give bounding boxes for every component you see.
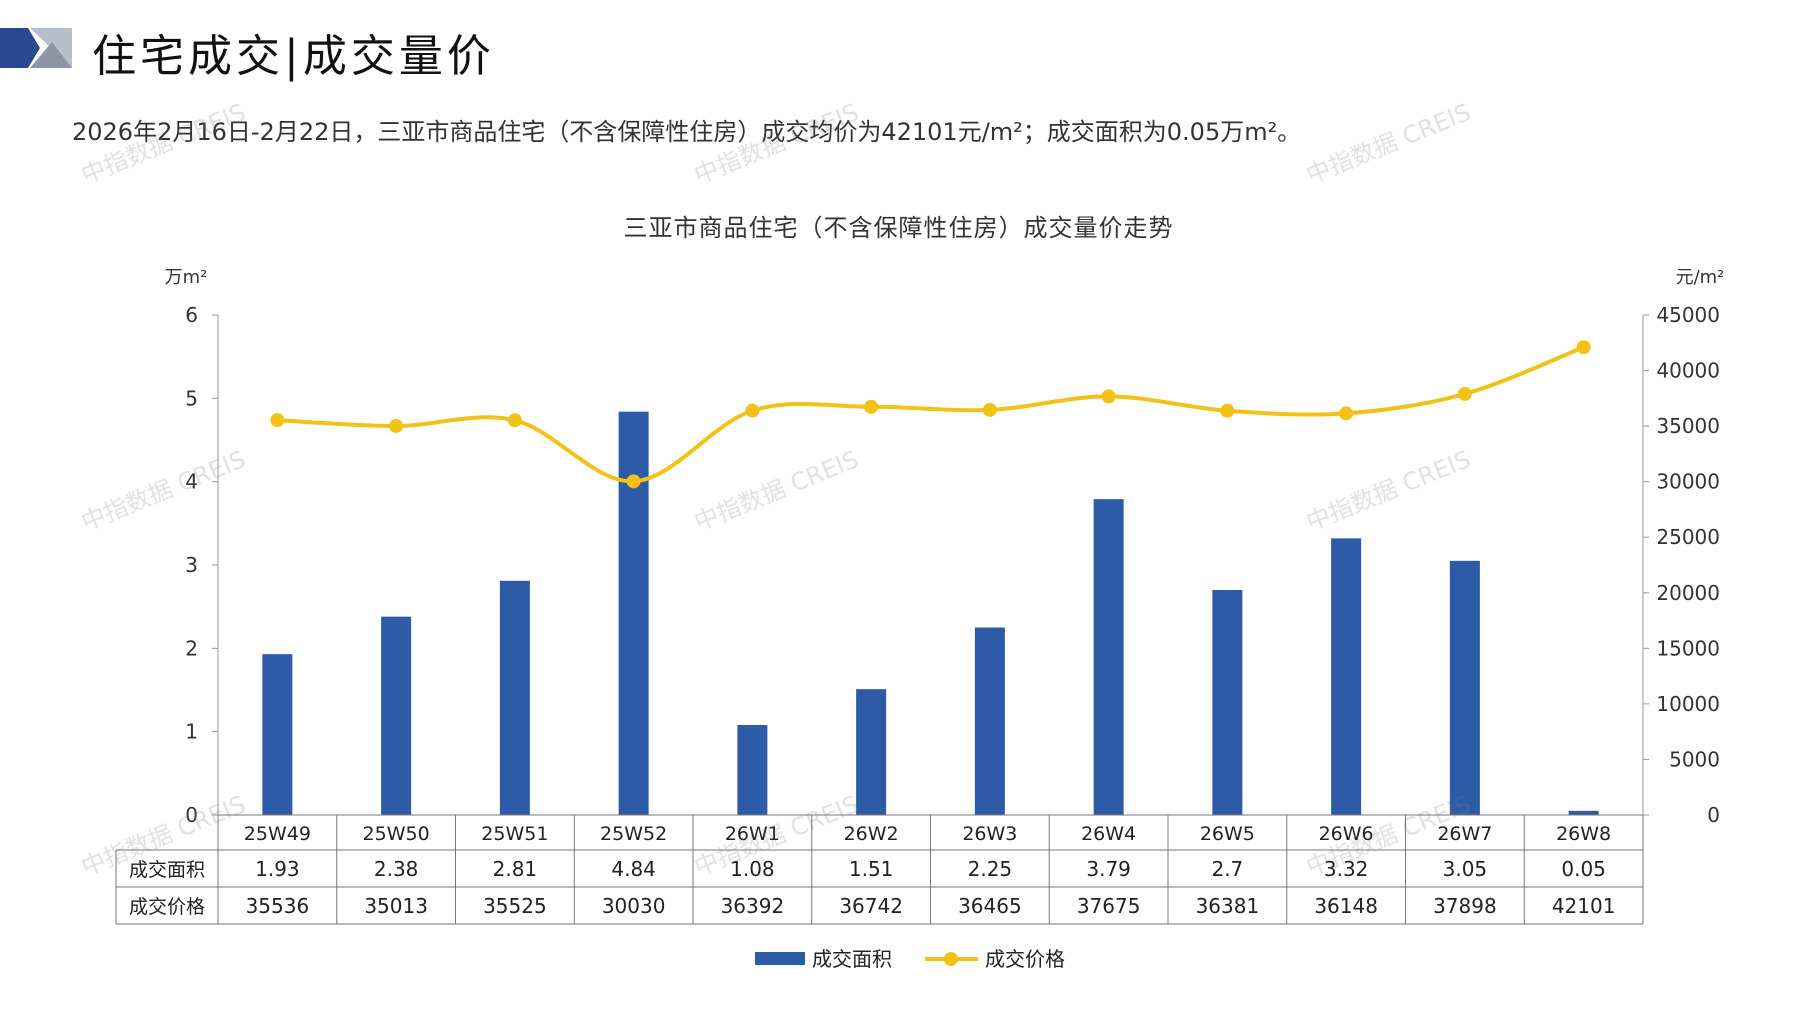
summary-text: 2026年2月16日-2月22日，三亚市商品住宅（不含保障性住房）成交均价为42… [72,118,1302,146]
x-tick-label: 25W51 [481,823,548,845]
price-point-25W50 [389,418,404,433]
y-right-tick-label: 40000 [1656,359,1720,383]
price-point-25W52 [626,474,641,489]
price-point-26W2 [864,399,879,414]
y-left-tick-label: 0 [185,803,198,827]
bar-26W7 [1449,560,1480,815]
y-left-tick-label: 3 [185,553,198,577]
price-point-25W49 [270,413,285,428]
price-point-26W7 [1457,386,1472,401]
area-value: 2.7 [1211,857,1243,881]
price-value: 37675 [1077,894,1141,918]
price-value: 35536 [246,894,310,918]
x-tick-label: 26W1 [725,823,780,845]
price-point-26W4 [1101,389,1116,404]
bar-25W52 [618,411,649,815]
area-value: 3.79 [1086,857,1131,881]
price-point-26W1 [745,403,760,418]
y-left-tick-label: 1 [185,720,198,744]
x-tick-label: 26W6 [1319,823,1374,845]
area-value: 2.81 [493,857,538,881]
logo-dark-shape [0,28,40,68]
area-value: 1.51 [849,857,894,881]
x-tick-label: 26W8 [1556,823,1611,845]
price-value: 36381 [1196,894,1260,918]
y-right-tick-label: 25000 [1656,525,1720,549]
y-right-tick-label: 20000 [1656,581,1720,605]
y-right-tick-label: 30000 [1656,470,1720,494]
price-value: 37898 [1433,894,1497,918]
x-tick-label: 25W49 [244,823,311,845]
legend-line-marker [944,952,958,966]
area-value: 2.38 [374,857,419,881]
area-value: 3.05 [1443,857,1488,881]
price-point-26W8 [1576,340,1591,355]
y-right-tick-label: 35000 [1656,414,1720,438]
legend-bar-label: 成交面积 [812,947,892,971]
price-point-26W6 [1339,406,1354,421]
y-left-tick-label: 2 [185,636,198,660]
area-value: 4.84 [611,857,656,881]
y-left-tick-label: 5 [185,386,198,410]
area-value: 2.25 [968,857,1013,881]
y-right-tick-label: 0 [1707,803,1720,827]
y-right-tick-label: 45000 [1656,303,1720,327]
x-tick-label: 26W3 [962,823,1017,845]
bar-26W3 [974,627,1005,815]
price-value: 30030 [602,894,666,918]
price-value: 36465 [958,894,1022,918]
row-header-price: 成交价格 [129,896,205,918]
price-point-25W51 [507,413,522,428]
y-left-tick-label: 4 [185,470,198,494]
x-tick-label: 26W5 [1200,823,1255,845]
logo-mark [0,28,72,68]
x-tick-label: 25W52 [600,823,667,845]
bar-26W2 [856,689,887,815]
x-tick-label: 25W50 [363,823,430,845]
row-header-area: 成交面积 [129,859,205,881]
x-tick-label: 26W7 [1437,823,1492,845]
area-value: 1.08 [730,857,775,881]
bar-25W51 [499,580,530,815]
price-value: 35013 [364,894,428,918]
bar-26W8 [1568,810,1599,815]
x-tick-label: 26W4 [1081,823,1136,845]
price-point-26W3 [982,402,997,417]
price-point-26W5 [1220,403,1235,418]
y-right-tick-label: 5000 [1669,747,1720,771]
page-title: 住宅成交|成交量价 [92,31,495,82]
bar-26W5 [1212,590,1243,815]
area-value: 1.93 [255,857,300,881]
y-right-tick-label: 15000 [1656,636,1720,660]
bar-25W50 [381,616,412,815]
bar-26W6 [1331,538,1362,815]
y-right-tick-label: 10000 [1656,692,1720,716]
y-left-tick-label: 6 [185,303,198,327]
price-value: 36148 [1314,894,1378,918]
price-value: 36742 [839,894,903,918]
legend-line-label: 成交价格 [985,947,1065,971]
bar-25W49 [262,654,293,815]
bar-26W4 [1093,499,1124,815]
area-value: 3.32 [1324,857,1369,881]
price-value: 42101 [1552,894,1616,918]
y-right-unit: 元/m² [1676,267,1725,288]
price-line [277,345,1585,484]
price-value: 36392 [721,894,785,918]
price-value: 35525 [483,894,547,918]
logo-mid-shape [30,42,72,68]
bar-26W1 [737,725,768,815]
legend-bar-swatch [755,952,805,965]
y-left-unit: 万m² [165,267,208,288]
chart-title: 三亚市商品住宅（不含保障性住房）成交量价走势 [623,214,1174,242]
area-value: 0.05 [1561,857,1606,881]
x-tick-label: 26W2 [844,823,899,845]
